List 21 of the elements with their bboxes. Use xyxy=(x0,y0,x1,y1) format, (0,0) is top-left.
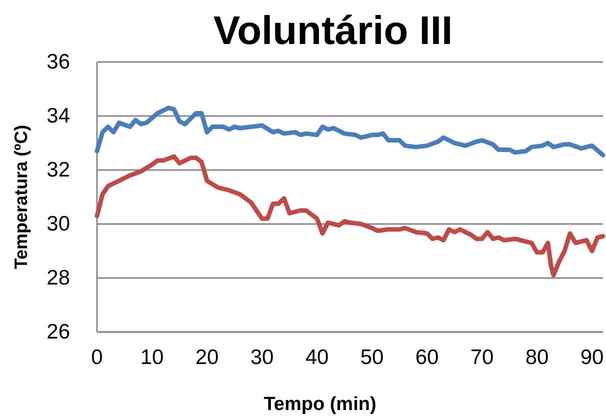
x-tick-label: 90 xyxy=(580,346,604,369)
y-tick-label: 28 xyxy=(46,266,70,290)
x-tick-label: 60 xyxy=(415,346,439,369)
x-tick-label: 30 xyxy=(250,346,274,369)
y-tick-label: 32 xyxy=(46,158,70,182)
y-tick-label: 26 xyxy=(46,320,70,344)
x-tick-label: 20 xyxy=(195,346,219,369)
x-tick-label: 10 xyxy=(140,346,164,369)
x-axis-title: Tempo (min) xyxy=(264,394,376,415)
x-tick-label: 70 xyxy=(470,346,494,369)
y-tick-label: 34 xyxy=(46,104,70,128)
x-tick-label: 80 xyxy=(525,346,549,369)
line-series xyxy=(94,154,606,278)
y-tick-label: 36 xyxy=(46,50,70,74)
chart-title: Voluntário III xyxy=(213,9,453,53)
y-axis-title: Temperatura (ºC) xyxy=(11,124,31,270)
line-series xyxy=(94,106,606,158)
y-tick-label: 30 xyxy=(46,212,70,236)
x-tick-label: 40 xyxy=(305,346,329,369)
x-tick-label: 0 xyxy=(91,346,103,369)
x-tick-label: 50 xyxy=(360,346,384,369)
